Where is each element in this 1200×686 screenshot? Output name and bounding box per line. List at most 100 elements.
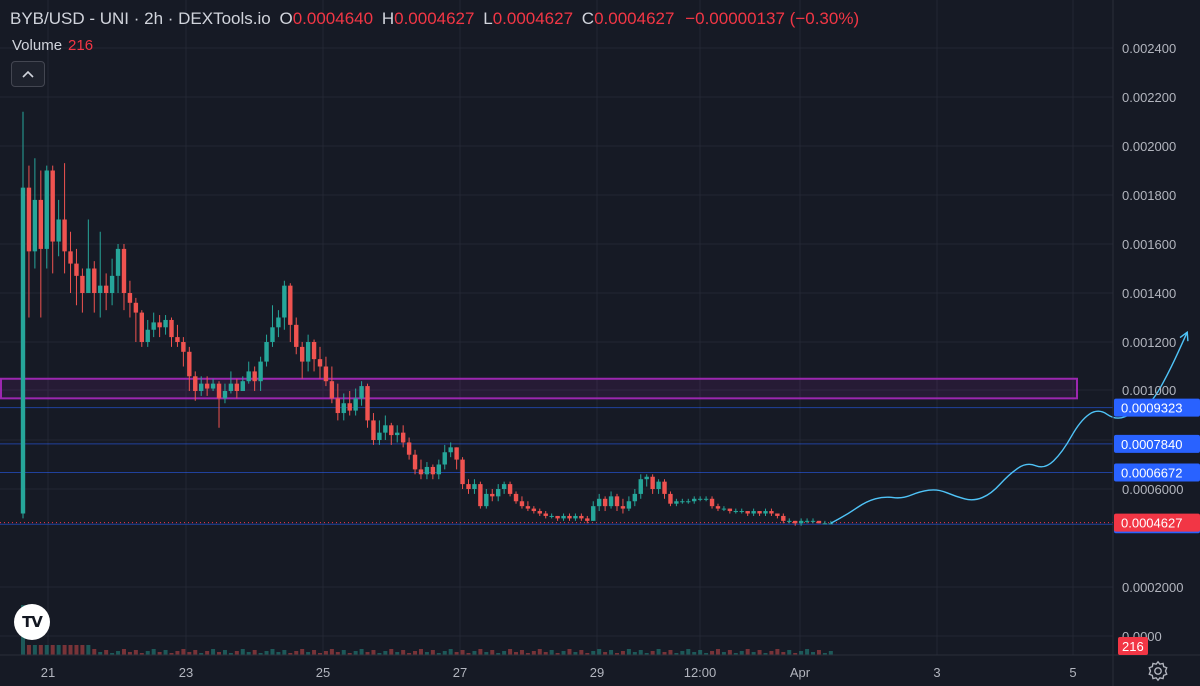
collapse-button[interactable] <box>11 61 45 87</box>
candle-body <box>335 398 341 414</box>
volume-bar <box>668 650 673 655</box>
volume-bar <box>371 650 376 655</box>
volume-bar <box>472 651 477 655</box>
volume-bar <box>442 651 447 655</box>
candle-body <box>270 327 275 342</box>
y-tick-label: 0.001200 <box>1122 335 1176 350</box>
y-tick-label: 0.002400 <box>1122 41 1176 56</box>
candle-body <box>674 501 679 504</box>
volume-bar <box>549 650 554 655</box>
volume-bar <box>537 649 542 655</box>
candle-body <box>793 520 798 524</box>
volume-bar <box>573 652 578 655</box>
volume-bar <box>567 649 572 655</box>
gear-icon[interactable] <box>1147 660 1169 682</box>
candle-body <box>591 506 596 521</box>
candle-body <box>638 479 643 494</box>
volume-bar <box>561 651 566 655</box>
volume-bar <box>181 649 186 655</box>
candle-body <box>389 425 394 436</box>
candle-body <box>288 285 293 325</box>
candle-body <box>436 464 441 475</box>
tradingview-logo[interactable]: TV <box>14 604 50 640</box>
candle-body <box>252 371 257 382</box>
volume-bar <box>781 652 786 655</box>
logo-text: TV <box>22 613 43 631</box>
volume-bar <box>650 651 655 655</box>
volume-bar <box>217 652 222 655</box>
level-price-label-bg <box>1114 398 1200 417</box>
candle-body <box>163 319 168 328</box>
candle-body <box>763 511 768 514</box>
candle-body <box>311 342 317 360</box>
volume-bar <box>211 649 216 655</box>
candle-body <box>781 515 786 521</box>
y-tick-label: 0.002200 <box>1122 90 1176 105</box>
chart-grid <box>0 0 1113 655</box>
volume-bar <box>828 651 833 655</box>
volume-bar <box>721 652 726 655</box>
volume-axis-label: 216 <box>1122 639 1144 654</box>
volume-bar <box>751 652 756 655</box>
candle-body <box>400 432 406 443</box>
volume-bar <box>525 653 530 655</box>
candle-body <box>276 317 281 328</box>
candle-body <box>579 515 584 519</box>
candle-body <box>543 513 548 516</box>
volume-bar <box>50 645 55 655</box>
x-tick-label: 29 <box>590 665 604 680</box>
volume-bar <box>626 649 631 655</box>
volume-bar <box>318 653 322 655</box>
candle-body <box>561 515 566 519</box>
volume-bar <box>579 650 584 655</box>
candle-body <box>787 520 792 522</box>
volume-bar <box>715 649 720 655</box>
candle-body <box>193 376 198 391</box>
volume-bar <box>508 649 513 655</box>
volume-bar <box>454 652 459 655</box>
volume-bar <box>193 650 198 655</box>
candle-body <box>715 506 721 509</box>
candle-body <box>371 420 376 440</box>
level-price-label: 0.0007840 <box>1121 437 1182 452</box>
candle-body <box>228 383 234 391</box>
candle-body <box>608 496 614 507</box>
candle-body <box>798 520 804 524</box>
volume-bar <box>727 650 732 655</box>
candle-body <box>418 469 424 475</box>
candle-body <box>555 515 560 519</box>
candle-body <box>329 381 335 399</box>
candle-body <box>151 322 156 330</box>
volume-bar <box>805 649 810 655</box>
volume-bar <box>591 651 596 655</box>
volume-bar <box>74 645 79 655</box>
candle-body <box>32 199 38 252</box>
candle-body <box>596 498 602 507</box>
volume-bar <box>418 649 423 655</box>
volume-bar <box>787 650 792 655</box>
y-tick-label: 0.001800 <box>1122 188 1176 203</box>
volume-bar <box>234 651 239 655</box>
candle-body <box>668 493 673 504</box>
volume-bar <box>282 650 287 655</box>
volume-bar <box>448 649 453 655</box>
y-tick-label: 0.001600 <box>1122 237 1176 252</box>
candle-body <box>501 484 507 489</box>
volume-bar <box>407 653 412 655</box>
candle-body <box>632 493 638 502</box>
candle-body <box>804 520 810 522</box>
candle-body <box>317 359 323 367</box>
volume-bar <box>38 645 43 655</box>
candle-body <box>305 342 311 362</box>
candle-body <box>412 454 418 470</box>
volume-bar <box>430 650 435 655</box>
candle-body <box>490 493 495 497</box>
volume-bar <box>413 651 418 655</box>
candle-body <box>365 386 370 421</box>
volume-bar <box>258 653 263 655</box>
candle-body <box>56 219 61 242</box>
volume-bar <box>502 651 507 655</box>
ohlc-open-value: 0.0004640 <box>292 9 374 28</box>
volume-bar <box>139 653 144 655</box>
